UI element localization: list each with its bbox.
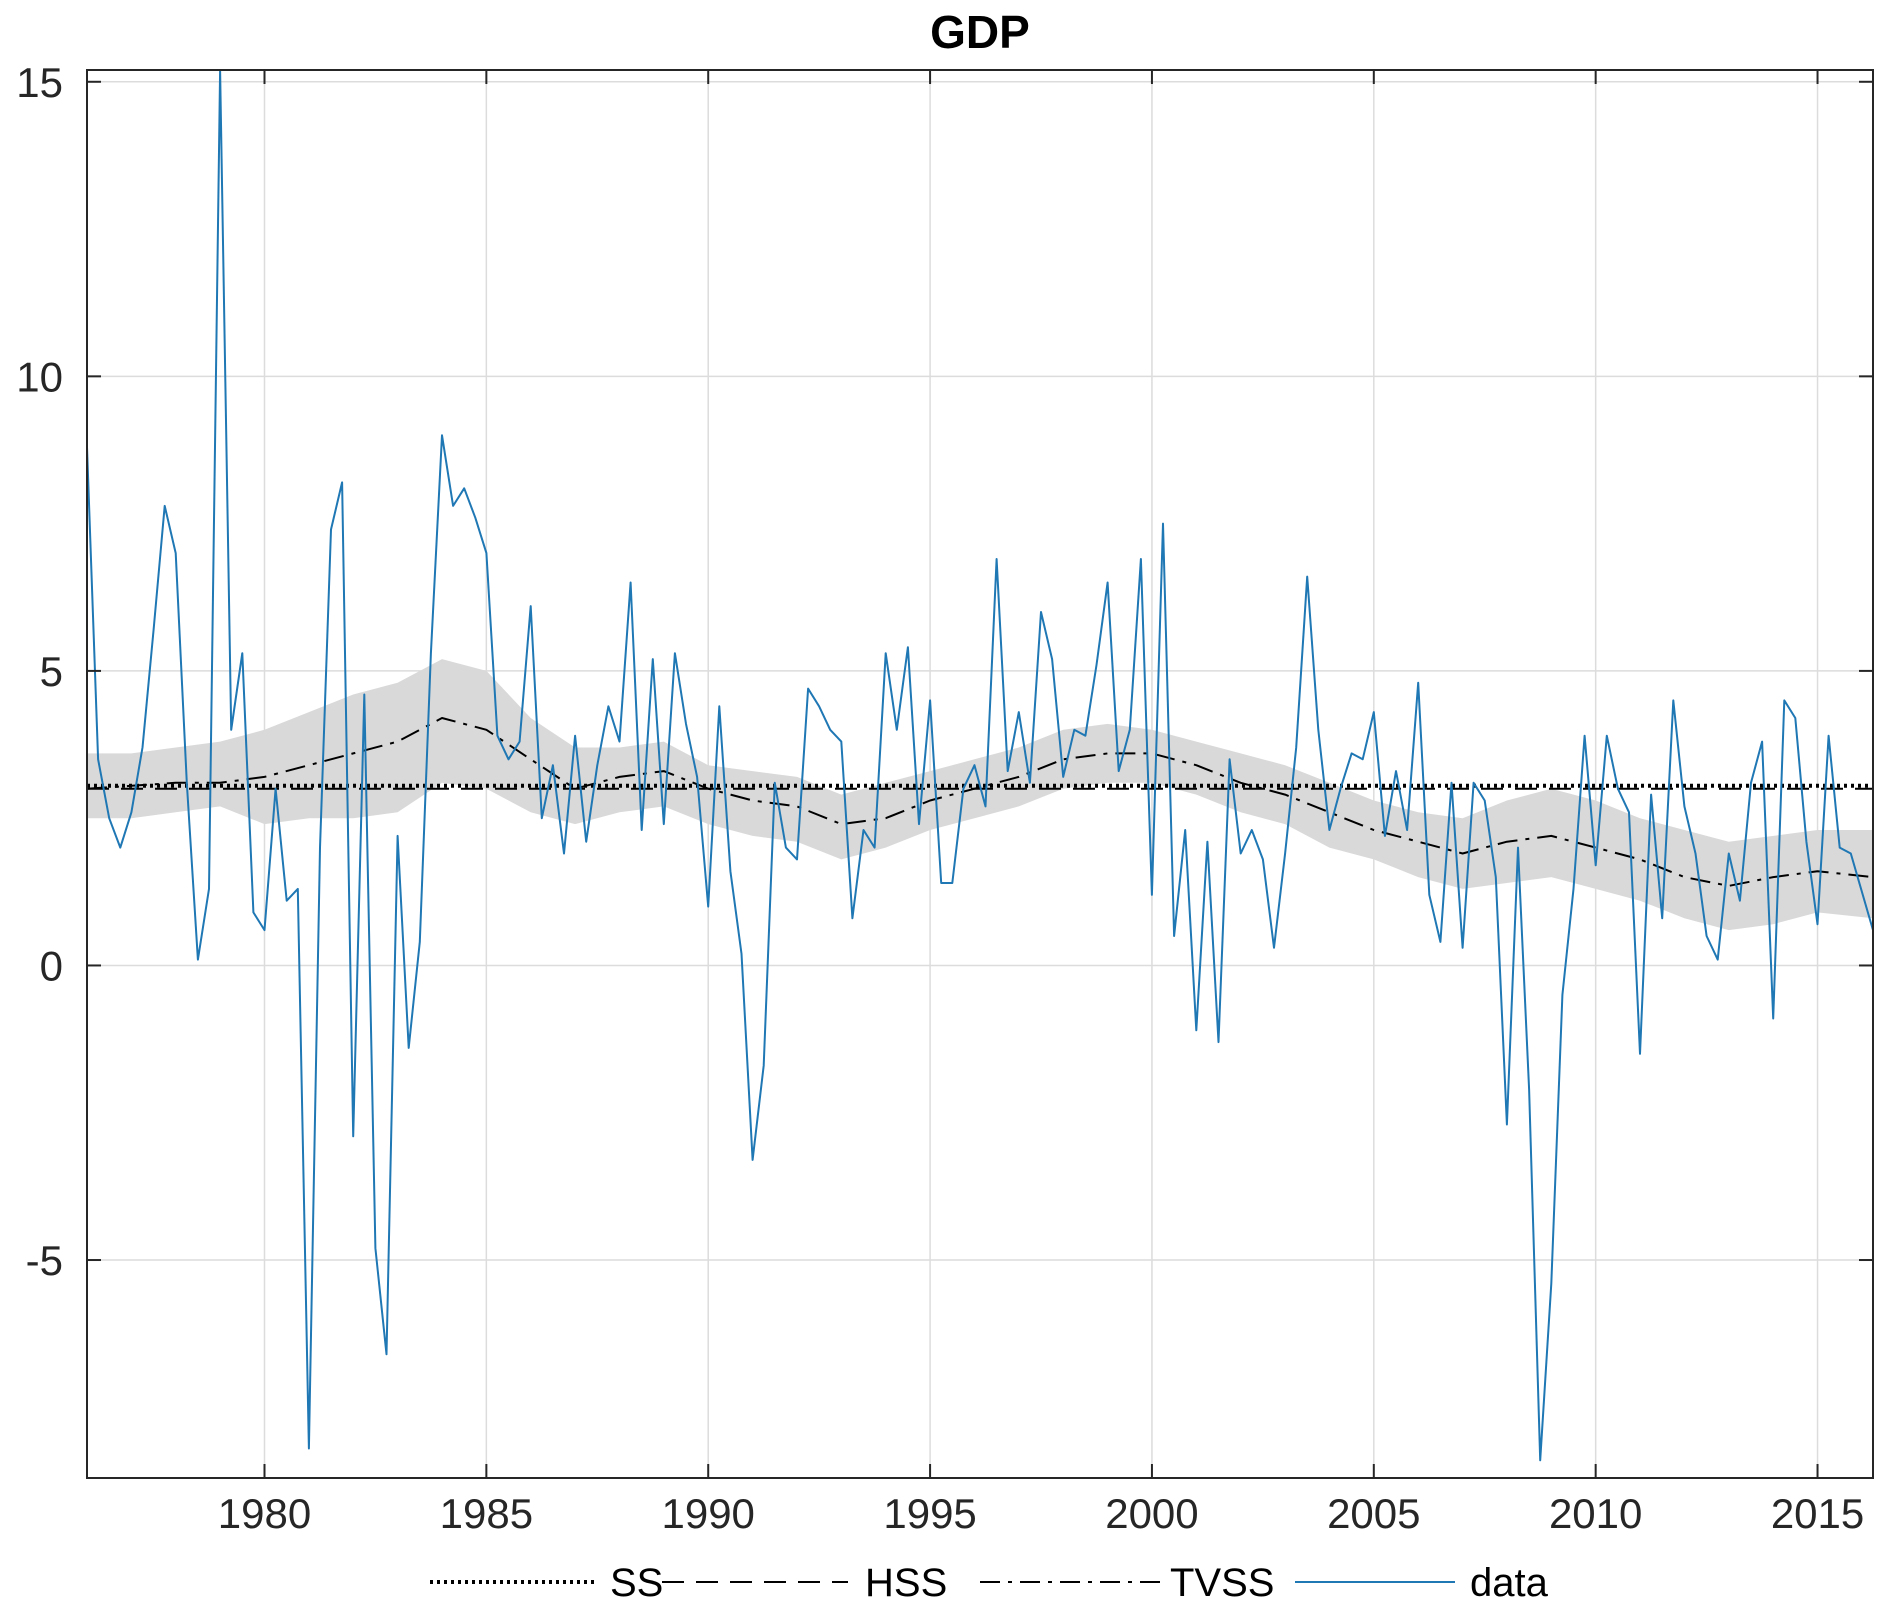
x-tick-label: 1995 — [883, 1490, 976, 1537]
x-tick-label: 2000 — [1105, 1490, 1198, 1537]
y-tick-label: 0 — [40, 942, 63, 989]
legend: SS HSS TVSS data — [430, 1561, 1549, 1605]
x-tick-label: 1985 — [440, 1490, 533, 1537]
y-tick-label: 10 — [16, 353, 63, 400]
confidence-band — [87, 659, 1873, 931]
legend-label-hss: HSS — [865, 1561, 947, 1605]
legend-label-data: data — [1470, 1561, 1549, 1605]
y-tick-label: 15 — [16, 59, 63, 106]
series-tvss-line — [86, 717, 1874, 887]
plot-area-frame — [86, 69, 1874, 1479]
x-tick-label: 1990 — [661, 1490, 754, 1537]
legend-label-ss: SS — [610, 1561, 663, 1605]
chart-title: GDP — [930, 6, 1030, 58]
legend-label-tvss: TVSS — [1170, 1561, 1274, 1605]
x-tick-label: 2005 — [1327, 1490, 1420, 1537]
y-axis: -5 0 5 10 15 — [16, 59, 1873, 1284]
x-tick-label: 1980 — [218, 1490, 311, 1537]
x-tick-label: 2015 — [1771, 1490, 1864, 1537]
x-axis: 1980 1985 1990 1995 2000 2005 2010 2015 — [218, 70, 1864, 1537]
series-data-line — [86, 69, 1874, 1462]
series-layer — [86, 69, 1874, 1462]
y-tick-label: 5 — [40, 648, 63, 695]
x-tick-label: 2010 — [1549, 1490, 1642, 1537]
y-tick-label: -5 — [26, 1237, 63, 1284]
